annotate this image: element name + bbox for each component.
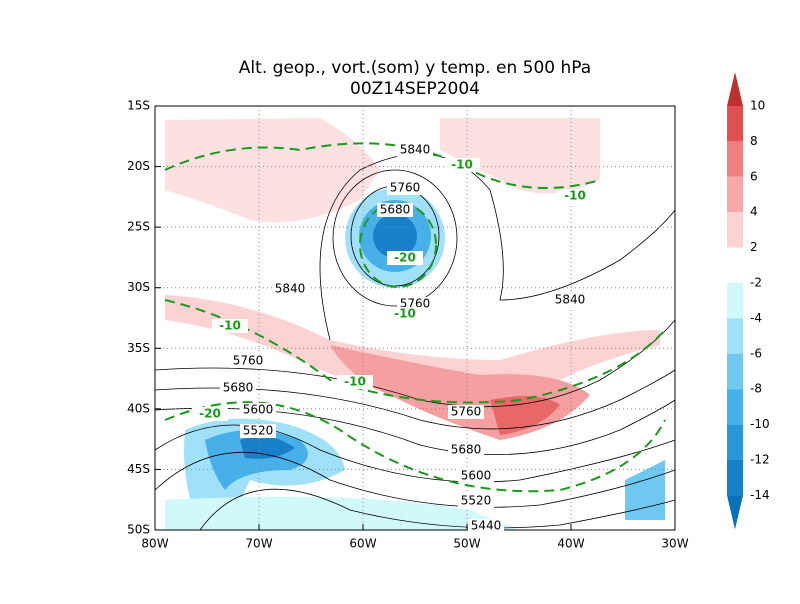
- positive-area: [440, 118, 600, 194]
- contour-label: 5840: [400, 143, 431, 157]
- contour-label: 5760: [233, 354, 264, 368]
- colorbar-box: [727, 176, 743, 213]
- contour-label: -20: [199, 407, 221, 421]
- contour-label: 5440: [471, 519, 502, 533]
- colorbar-label: -6: [750, 346, 762, 360]
- colorbar-box: [727, 283, 743, 319]
- lat-label: 35S: [127, 341, 150, 355]
- negative-area: [240, 436, 295, 459]
- contour-label: 5520: [461, 494, 492, 508]
- label-box: [397, 143, 433, 157]
- colorbar-label: -8: [750, 382, 762, 396]
- contour-label: 5760: [390, 181, 421, 195]
- label-box: [240, 424, 276, 438]
- contour-label: 5680: [380, 203, 411, 217]
- lat-label: 20S: [127, 159, 150, 173]
- contour-line: [154, 451, 676, 508]
- colorbar-box: [727, 141, 743, 177]
- plot-frame: [154, 105, 676, 531]
- lat-label: 30S: [127, 280, 150, 294]
- colorbar-label: 4: [750, 205, 758, 219]
- colorbar-label: -10: [750, 417, 770, 431]
- label-box: [444, 158, 480, 172]
- negative-area: [165, 496, 520, 530]
- contour-label: 5680: [223, 381, 254, 395]
- label-box: [458, 469, 494, 483]
- colorbar-label: 8: [750, 134, 758, 148]
- negative-area: [373, 214, 417, 258]
- contour-line: [164, 142, 601, 189]
- subtitle: 00Z14SEP2004: [350, 79, 480, 99]
- label-box: [377, 203, 413, 217]
- colorbar-label: -2: [750, 276, 762, 290]
- colorbar-label: -14: [750, 488, 770, 502]
- graticule: [155, 106, 675, 530]
- colorbar-label: 2: [750, 240, 758, 254]
- label-box: [337, 375, 373, 389]
- contour-label: -10: [344, 375, 366, 389]
- lon-label: 30W: [661, 537, 688, 551]
- colorbar-box: [727, 424, 743, 460]
- colorbar-box: [727, 212, 743, 248]
- contour-line: [154, 369, 676, 430]
- contour-label: -10: [219, 319, 241, 333]
- colorbar-label: 10: [750, 99, 765, 113]
- lat-label: 50S: [127, 523, 150, 537]
- colorbar-label: -12: [750, 453, 770, 467]
- label-box: [387, 251, 423, 265]
- colorbar-label: 6: [750, 169, 758, 183]
- label-box: [212, 319, 248, 333]
- lon-label: 60W: [349, 537, 376, 551]
- colorbar-box: [727, 460, 743, 496]
- lon-label: 50W: [453, 537, 480, 551]
- contour-label: -10: [394, 307, 416, 321]
- contour-label: 5600: [243, 403, 274, 417]
- contour-label: 5520: [243, 424, 274, 438]
- lat-label: 25S: [127, 220, 150, 234]
- contour-label: 5840: [555, 293, 586, 307]
- contour-label: 5680: [451, 443, 482, 457]
- label-box: [230, 354, 266, 368]
- lon-label: 70W: [245, 537, 272, 551]
- label-box: [557, 189, 593, 203]
- contour-label: 5840: [275, 282, 306, 296]
- colorbar-bottom: [727, 495, 743, 530]
- contour-line: [332, 169, 458, 307]
- contour-line: [154, 424, 676, 483]
- lat-label: 45S: [127, 462, 150, 476]
- label-box: [552, 293, 588, 307]
- contour-label: 5760: [451, 405, 482, 419]
- lon-label: 40W: [557, 537, 584, 551]
- contour-line: [359, 202, 437, 288]
- label-box: [448, 405, 484, 419]
- label-box: [448, 443, 484, 457]
- colorbar-label: -4: [750, 311, 762, 325]
- title: Alt. geop., vort.(som) y temp. en 500 hP…: [239, 58, 591, 78]
- colorbar-box: [727, 247, 743, 283]
- colorbar-top: [727, 72, 743, 106]
- contour-label: -10: [564, 189, 586, 203]
- label-box: [240, 403, 276, 417]
- contour-line: [319, 153, 676, 341]
- colorbar-box: [727, 318, 743, 354]
- colorbar-box: [727, 353, 743, 390]
- label-box: [272, 282, 308, 296]
- contour-label: -10: [451, 158, 473, 172]
- colorbar-box: [727, 106, 743, 142]
- contour-label: 5600: [461, 469, 492, 483]
- label-box: [220, 381, 256, 395]
- colorbar-box: [727, 389, 743, 425]
- lon-label: 80W: [141, 537, 168, 551]
- lat-label: 15S: [127, 99, 150, 113]
- label-box: [468, 519, 504, 533]
- label-box: [387, 307, 423, 321]
- label-box: [458, 494, 494, 508]
- label-box: [192, 407, 228, 421]
- lat-label: 40S: [127, 401, 150, 415]
- positive-area: [165, 118, 380, 223]
- label-box: [387, 181, 423, 195]
- contour-label: -20: [394, 251, 416, 265]
